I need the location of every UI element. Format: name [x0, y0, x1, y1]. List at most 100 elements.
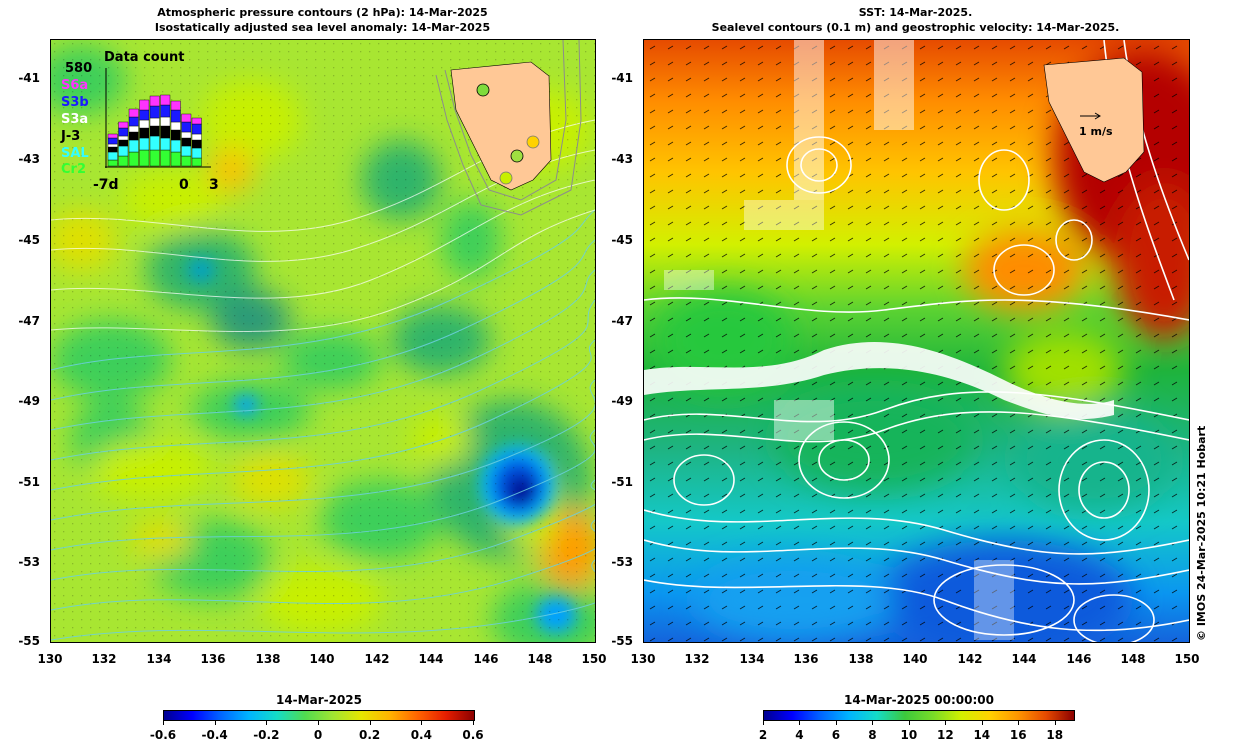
data-count-bar [160, 116, 171, 127]
left-lon-tick: 142 [364, 652, 390, 666]
colorbar-tick-label: 12 [936, 728, 954, 742]
inset-xtick-start: -7d [93, 177, 119, 193]
data-count-bar [128, 131, 139, 141]
left-lon-tick: 144 [418, 652, 444, 666]
velocity-scale-label: 1 m/s [1079, 125, 1113, 138]
colorbar-tick-label: 18 [1046, 728, 1064, 742]
right-lon-tick: 138 [848, 652, 874, 666]
sst-map[interactable]: 1 m/s [643, 39, 1190, 643]
data-count-bar [149, 105, 160, 119]
left-colorbar-title: 14-Mar-2025 [275, 693, 362, 707]
colorbar-tick-mark [163, 721, 164, 725]
sea-level-anomaly-map[interactable]: Data count 580 S6a S3b S3a J-3 SAL Cr2 -… [50, 39, 596, 643]
sst-svg [644, 40, 1189, 642]
data-count-bar [128, 125, 139, 133]
right-lon-tick: 144 [1011, 652, 1037, 666]
colorbar-tick-label: 8 [868, 728, 877, 742]
data-count-bar [139, 149, 150, 167]
data-count-bar [149, 117, 160, 127]
colorbar-tick-label: 0.4 [410, 728, 432, 742]
colorbar-tick-label: 0 [313, 728, 323, 742]
data-count-bar [191, 133, 202, 141]
data-count-bar [128, 151, 139, 167]
data-count-bar [139, 127, 150, 139]
colorbar-tick-mark [421, 721, 423, 725]
colorbar-tick-mark [473, 721, 474, 725]
left-lat-tick: -47 [18, 314, 40, 328]
data-count-max: 580 [65, 61, 93, 76]
data-count-bar [191, 117, 202, 125]
left-lon-tick: 140 [309, 652, 335, 666]
data-count-bar [191, 147, 202, 159]
data-count-bar [149, 125, 160, 137]
data-count-bar [149, 149, 160, 167]
left-lon-tick: 138 [255, 652, 281, 666]
right-lon-tick: 134 [739, 652, 765, 666]
data-count-bar [160, 94, 171, 106]
inset-xtick-end: 3 [209, 177, 219, 193]
right-title-line1: SST: 14-Mar-2025. [858, 6, 973, 19]
colorbar-tick-label: 10 [900, 728, 918, 742]
right-lat-tick: -43 [611, 152, 633, 166]
colorbar-tick-label: 14 [973, 728, 991, 742]
data-count-bars [105, 68, 211, 168]
colorbar-tick-mark [908, 721, 910, 725]
data-count-bar [170, 100, 181, 111]
left-lat-tick: -49 [18, 394, 40, 408]
left-lon-tick: 134 [146, 652, 172, 666]
right-lat-tick: -47 [611, 314, 633, 328]
tasmania-land [450, 61, 552, 191]
right-lat-tick: -55 [611, 634, 633, 648]
legend-j3: J-3 [61, 129, 81, 144]
left-colorbar [163, 710, 475, 721]
right-lon-tick: 146 [1066, 652, 1092, 666]
right-lon-tick: 140 [902, 652, 928, 666]
data-count-bar [149, 95, 160, 107]
data-count-bar [128, 108, 139, 118]
right-lat-tick: -41 [611, 71, 633, 85]
data-count-bar [118, 155, 129, 167]
data-count-title: Data count [104, 50, 185, 65]
data-count-bar [170, 129, 181, 141]
data-count-bar [139, 119, 150, 129]
colorbar-tick-label: 4 [795, 728, 804, 742]
data-count-bar [118, 145, 129, 157]
colorbar-tick-label: 6 [831, 728, 841, 742]
data-count-bar [170, 139, 181, 153]
left-title-line1: Atmospheric pressure contours (2 hPa): 1… [157, 6, 488, 19]
left-title-line2: Isostatically adjusted sea level anomaly… [154, 21, 491, 34]
left-lat-tick: -41 [18, 71, 40, 85]
imos-copyright: © IMOS 24-Mar-2025 10:21 Hobart [1195, 425, 1208, 641]
data-count-bar [181, 121, 192, 133]
right-lon-tick: 130 [630, 652, 656, 666]
colorbar-tick-mark [799, 721, 801, 725]
right-lat-tick: -45 [611, 233, 633, 247]
data-count-bar [139, 137, 150, 151]
data-count-bar [160, 149, 171, 167]
data-count-bar [170, 109, 181, 123]
left-lat-tick: -51 [18, 475, 40, 489]
data-count-bar [107, 146, 118, 153]
data-count-bar [181, 131, 192, 139]
left-lat-tick: -53 [18, 555, 40, 569]
inset-xtick-zero: 0 [179, 177, 189, 193]
right-lon-tick: 150 [1174, 652, 1200, 666]
left-lon-tick: 150 [581, 652, 607, 666]
data-count-bar [107, 159, 118, 167]
colorbar-tick-mark [266, 721, 268, 725]
data-count-bar [160, 137, 171, 151]
colorbar-tick-label: -0.6 [149, 728, 177, 742]
left-lat-tick: -55 [18, 634, 40, 648]
data-count-bar [139, 109, 150, 121]
right-colorbar [763, 710, 1075, 721]
colorbar-tick-mark [945, 721, 947, 725]
right-lon-tick: 136 [793, 652, 819, 666]
data-count-inset: Data count 580 S6a S3b S3a J-3 SAL Cr2 -… [51, 40, 221, 193]
data-count-bar [149, 135, 160, 151]
colorbar-tick-mark [872, 721, 874, 725]
data-count-bar [118, 135, 129, 141]
data-count-bar [181, 155, 192, 167]
data-count-bar [191, 157, 202, 167]
data-count-bar [118, 139, 129, 147]
right-colorbar-title: 14-Mar-2025 00:00:00 [844, 693, 994, 707]
